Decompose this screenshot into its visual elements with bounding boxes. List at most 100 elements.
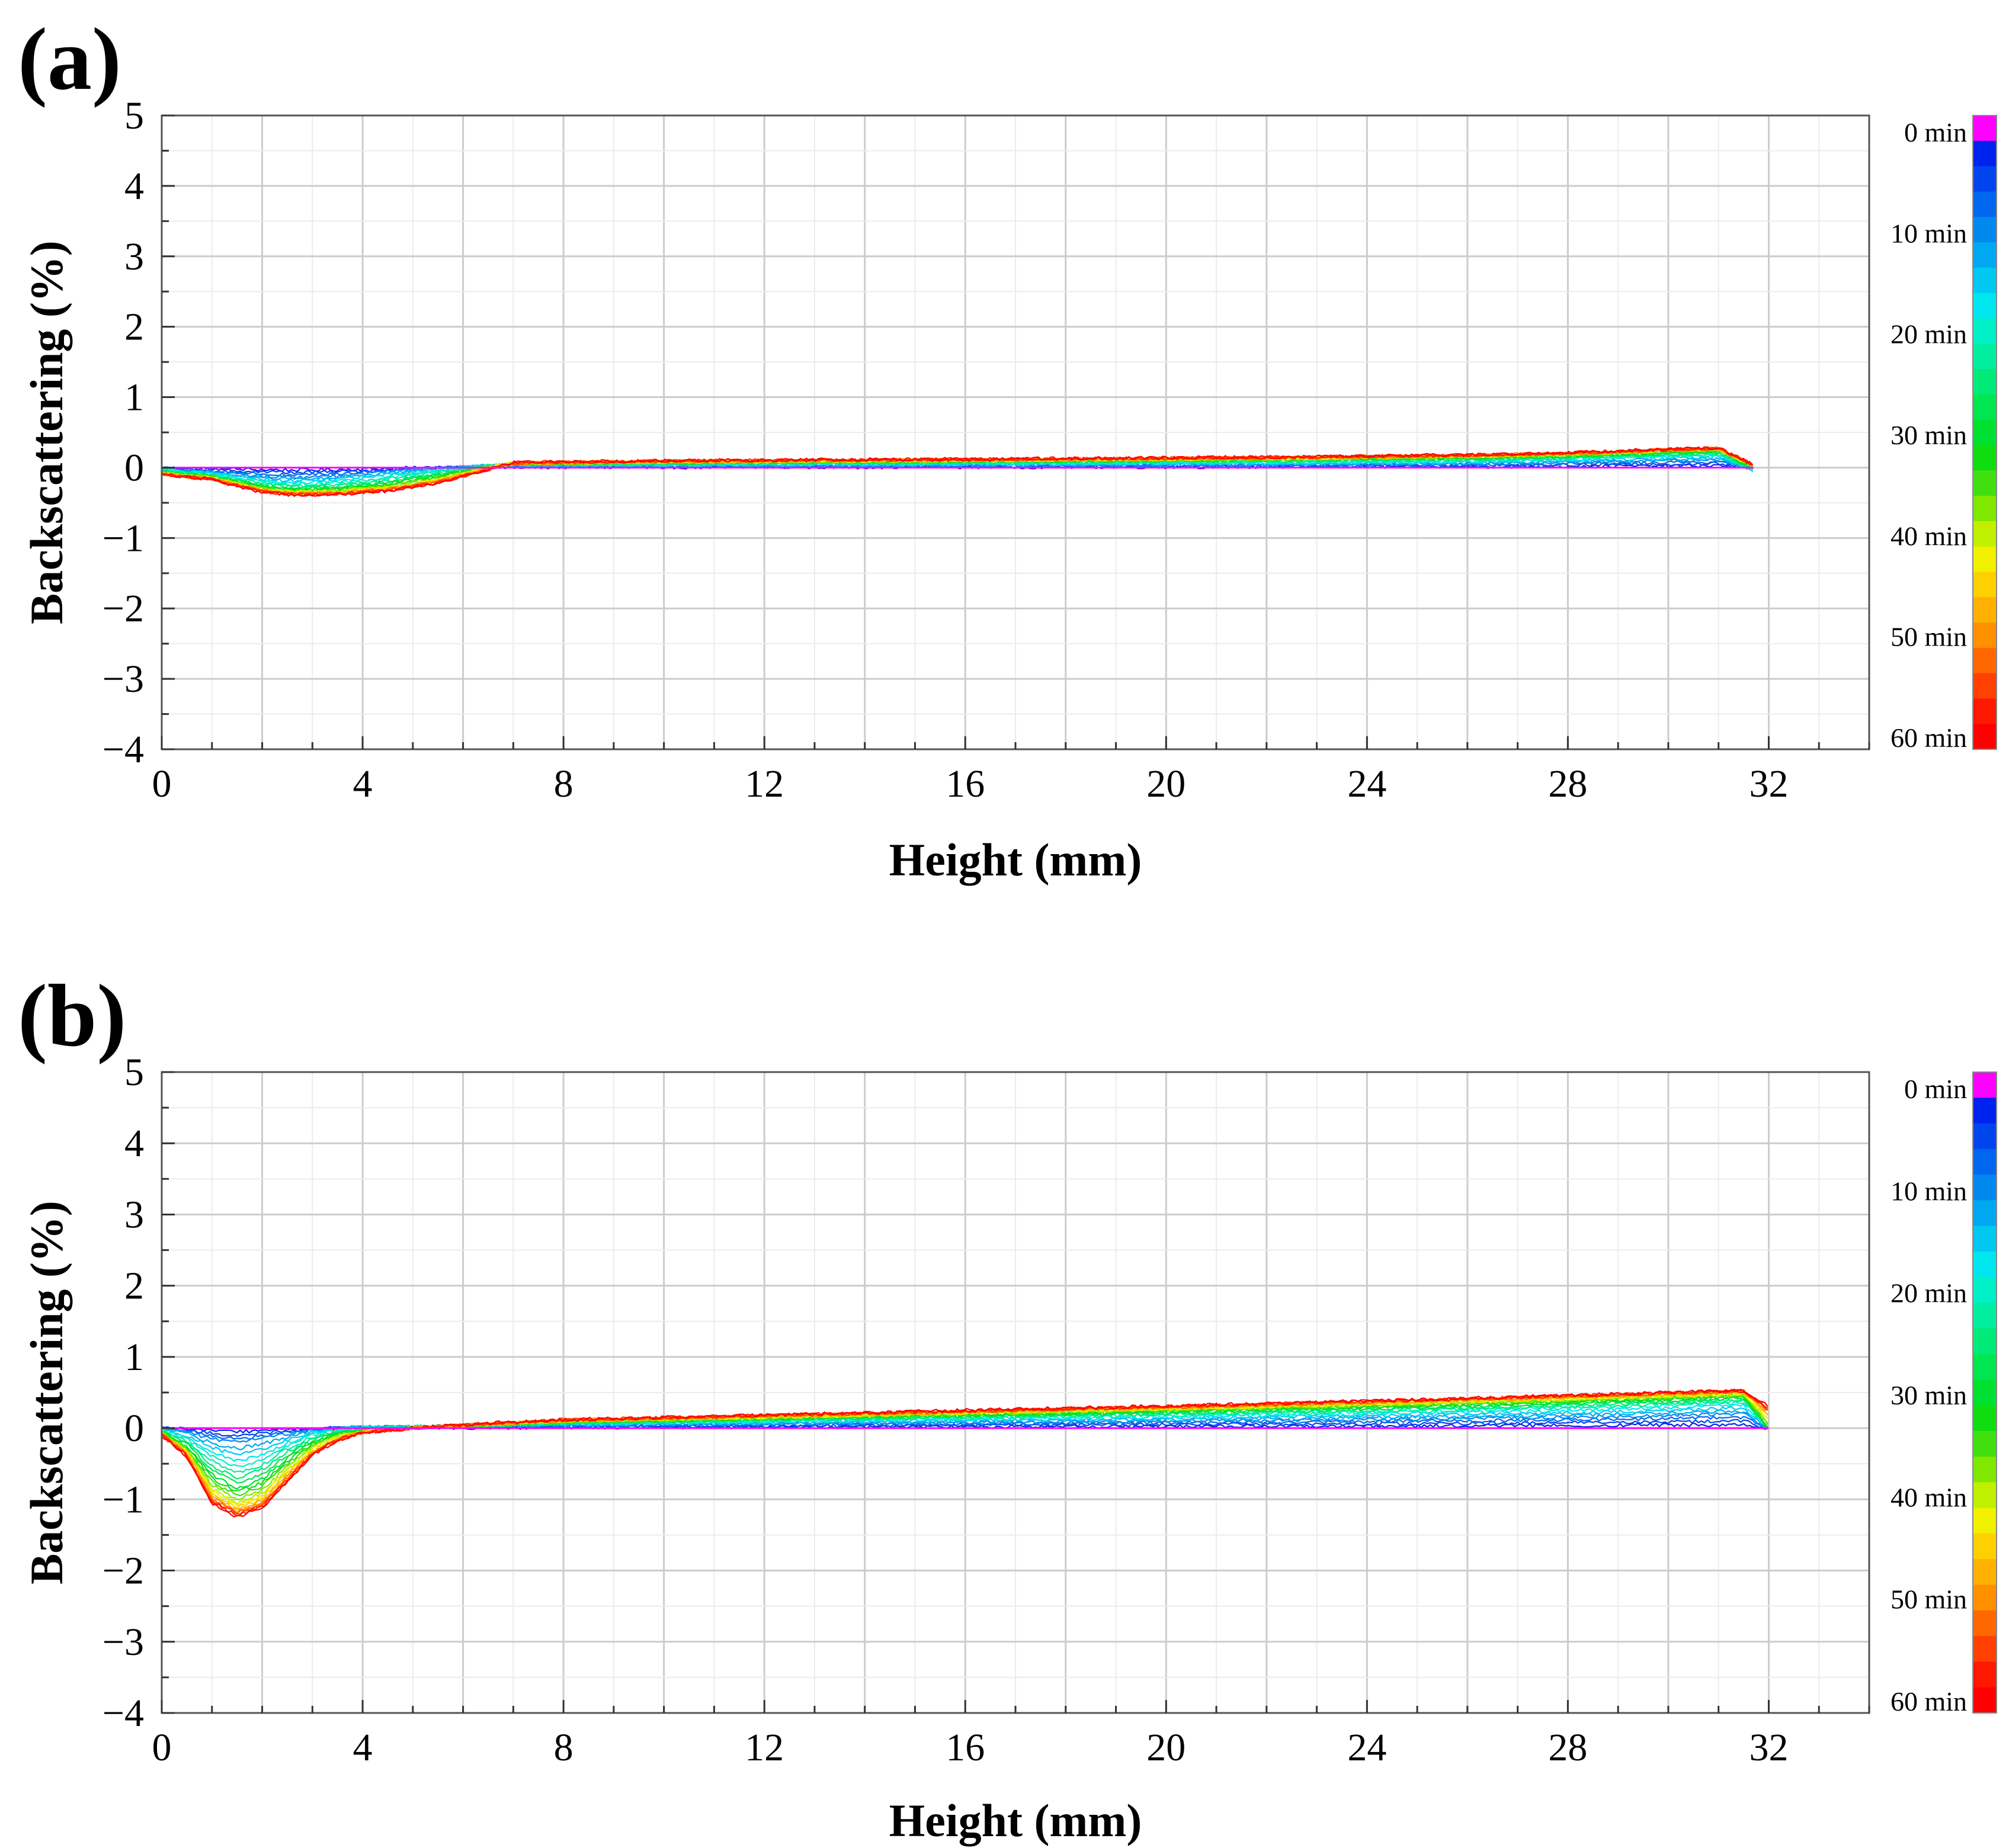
colorbar-segment xyxy=(1973,1507,1997,1534)
colorbar-segment xyxy=(1973,1661,1997,1688)
y-tick-label: 3 xyxy=(124,235,144,278)
y-tick-label: 5 xyxy=(124,94,144,137)
colorbar-segment xyxy=(1973,572,1997,598)
y-tick-label: 1 xyxy=(124,1336,144,1379)
colorbar-segment xyxy=(1973,521,1997,547)
y-tick-label: −1 xyxy=(102,1478,144,1521)
colorbar-label: 30 min xyxy=(1891,420,1967,450)
series-line xyxy=(161,446,1754,497)
y-tick-label: −3 xyxy=(102,657,144,701)
panel-label-b: (b) xyxy=(18,967,126,1065)
series-group-b xyxy=(161,1388,1769,1518)
x-tick-label: 28 xyxy=(1548,1726,1587,1769)
colorbar-labels-a: 0 min 10 min 20 min 30 min 40 min 50 min 60 mi… xyxy=(1891,117,1967,753)
y-tick-labels-b: −4 −3 −2 −1 0 1 2 3 4 5 xyxy=(102,1051,144,1735)
y-tick-label: 1 xyxy=(124,376,144,419)
y-tick-labels-a: −4 −3 −2 −1 0 1 2 3 4 5 xyxy=(102,94,144,771)
colorbar-segment xyxy=(1973,1379,1997,1406)
x-axis-title-a: Height (mm) xyxy=(889,834,1142,886)
x-tick-labels-a: 0 4 8 12 16 20 24 28 32 xyxy=(152,762,1789,806)
y-tick-label: 2 xyxy=(124,1265,144,1308)
colorbar-a xyxy=(1972,115,1997,750)
x-tick-label: 20 xyxy=(1146,1726,1185,1769)
y-tick-label: 3 xyxy=(124,1193,144,1236)
colorbar-segment xyxy=(1973,1687,1997,1714)
colorbar-segment xyxy=(1973,1533,1997,1560)
colorbar-segment xyxy=(1973,546,1997,572)
colorbar-segment xyxy=(1973,318,1997,344)
x-tick-label: 4 xyxy=(353,762,373,806)
x-tick-label: 8 xyxy=(554,1726,573,1769)
x-tick-label: 4 xyxy=(353,1726,373,1769)
colorbar-segment xyxy=(1973,623,1997,649)
colorbar-segment xyxy=(1973,1636,1997,1662)
colorbar-segment xyxy=(1973,597,1997,623)
colorbar-frame xyxy=(1972,1071,1997,1714)
y-tick-label: 2 xyxy=(124,306,144,349)
y-tick-label: 0 xyxy=(124,446,144,489)
ticks-b xyxy=(161,1071,1870,1714)
colorbar-label: 40 min xyxy=(1891,1482,1967,1512)
colorbar-segment xyxy=(1973,140,1997,167)
y-tick-label: −2 xyxy=(102,1549,144,1593)
colorbar-segment xyxy=(1973,1251,1997,1278)
colorbar-label: 60 min xyxy=(1891,723,1967,753)
x-tick-label: 20 xyxy=(1146,762,1185,806)
colorbar-frame xyxy=(1972,115,1997,750)
colorbar-segment xyxy=(1973,1430,1997,1457)
colorbar-segment xyxy=(1973,698,1997,724)
colorbar-segment xyxy=(1973,116,1997,142)
colorbar-label: 30 min xyxy=(1891,1380,1967,1410)
colorbar-segment xyxy=(1973,419,1997,445)
colorbar-segment xyxy=(1973,166,1997,192)
colorbar-segment xyxy=(1973,673,1997,699)
colorbar-segment xyxy=(1973,242,1997,268)
colorbar-segment xyxy=(1973,445,1997,471)
colorbar-label: 0 min xyxy=(1904,117,1967,147)
y-tick-label: 0 xyxy=(124,1407,144,1450)
colorbar-label: 20 min xyxy=(1891,1278,1967,1308)
colorbar-segment xyxy=(1973,191,1997,217)
colorbar-segment xyxy=(1973,217,1997,243)
colorbar-segment xyxy=(1973,470,1997,496)
colorbar-segment xyxy=(1973,1098,1997,1124)
colorbar-label: 0 min xyxy=(1904,1074,1967,1104)
colorbar-segment xyxy=(1973,267,1997,294)
x-tick-label: 12 xyxy=(745,762,784,806)
colorbar-segment xyxy=(1973,1302,1997,1329)
panel-label-a: (a) xyxy=(18,10,121,108)
colorbar-segment xyxy=(1973,394,1997,421)
colorbar-segment xyxy=(1973,1225,1997,1252)
x-tick-label: 16 xyxy=(946,762,985,806)
colorbar-segment xyxy=(1973,1559,1997,1586)
colorbar-label: 40 min xyxy=(1891,521,1967,551)
x-tick-label: 0 xyxy=(152,1726,172,1769)
colorbar-label: 10 min xyxy=(1891,1176,1967,1206)
y-tick-label: −1 xyxy=(102,516,144,560)
colorbar-segment xyxy=(1973,1354,1997,1380)
x-tick-label: 32 xyxy=(1749,762,1788,806)
colorbar-segment xyxy=(1973,1482,1997,1509)
x-tick-label: 24 xyxy=(1347,762,1386,806)
colorbar-segment xyxy=(1973,647,1997,674)
colorbar-label: 20 min xyxy=(1891,319,1967,349)
x-tick-label: 12 xyxy=(745,1726,784,1769)
colorbar-segment xyxy=(1973,1405,1997,1432)
colorbar-segment xyxy=(1973,1328,1997,1355)
colorbar-segment xyxy=(1973,369,1997,395)
colorbar-b xyxy=(1972,1071,1997,1714)
x-tick-label: 28 xyxy=(1548,762,1587,806)
y-axis-title-b: Backscattering (%) xyxy=(21,1201,72,1584)
ticks-a xyxy=(161,114,1870,750)
y-tick-label: −3 xyxy=(102,1621,144,1664)
colorbar-segment xyxy=(1973,1456,1997,1483)
colorbar-segment xyxy=(1973,1200,1997,1227)
colorbar-segment xyxy=(1973,1072,1997,1098)
colorbar-label: 50 min xyxy=(1891,1584,1967,1615)
y-tick-label: −4 xyxy=(102,1692,144,1735)
y-tick-label: 4 xyxy=(124,165,144,208)
x-tick-label: 16 xyxy=(946,1726,985,1769)
